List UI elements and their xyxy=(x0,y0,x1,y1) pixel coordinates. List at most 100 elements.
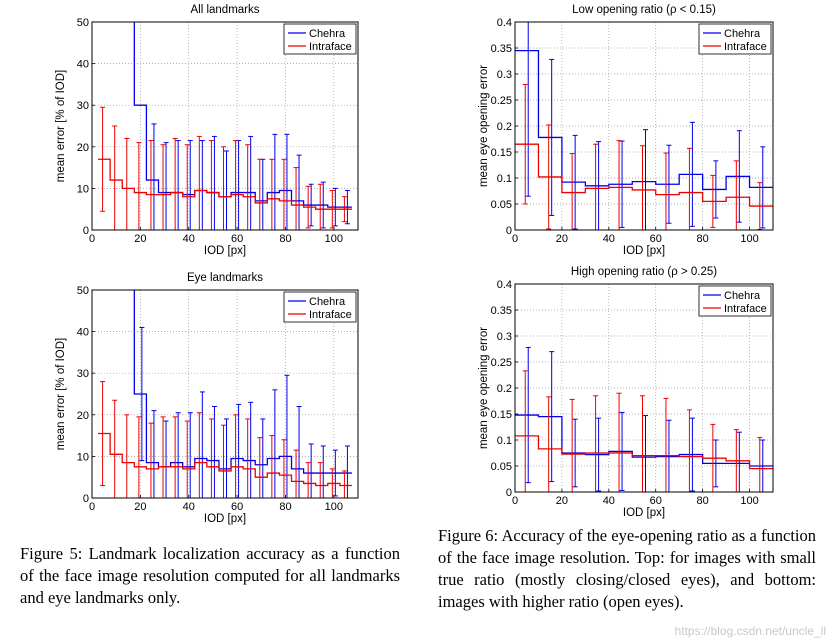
plot-series-group xyxy=(515,22,773,230)
x-tick-label: 20 xyxy=(556,233,568,245)
chart-low-opening-ratio: 0 20 40 60 80 100 0 0.05 0.1 0.15 0.2 0.25 0.3 0.35 0.… xyxy=(455,0,795,257)
x-tick-label: 0 xyxy=(89,501,95,513)
y-tick-label: 0.1 xyxy=(497,435,512,447)
chart-high-opening-ratio: 0 20 40 60 80 100 0 0.05 0.1 0.15 0.2 0.25 0.3 0.35 0.… xyxy=(455,262,795,522)
chart-svg: 0 20 40 60 80 100 0 0.05 0.1 0.15 0.2 0.25 0.3 0.35 0.… xyxy=(478,266,774,519)
legend-label: Intraface xyxy=(309,41,352,53)
x-tick-label: 0 xyxy=(512,233,518,245)
x-tick-label: 40 xyxy=(603,233,615,245)
x-axis-label: IOD [px] xyxy=(623,507,665,519)
y-axis-label: mean eye opening error xyxy=(478,327,490,449)
y-axis-label: mean error [% of IOD] xyxy=(55,338,67,450)
x-axis-label: IOD [px] xyxy=(204,245,246,257)
y-tick-label: 0.4 xyxy=(497,279,512,291)
chart-svg: 0 20 40 60 80 100 0 0.05 0.1 0.15 0.2 0.25 0.3 0.35 0.… xyxy=(478,4,774,257)
chart-title: All landmarks xyxy=(190,4,259,16)
y-tick-label: 0.25 xyxy=(491,95,512,107)
x-tick-label: 100 xyxy=(740,495,758,507)
y-tick-label: 10 xyxy=(77,451,89,463)
x-tick-label: 60 xyxy=(231,501,243,513)
y-tick-label: 30 xyxy=(77,100,89,112)
x-tick-label: 20 xyxy=(556,495,568,507)
x-tick-label: 80 xyxy=(279,233,291,245)
chart-svg: 0 20 40 60 80 100 0 10 20 30 40 50 Eye landmarks IOD … xyxy=(55,272,359,525)
plot-frame xyxy=(91,289,359,499)
x-tick-label: 100 xyxy=(325,233,343,245)
series-line-chehra xyxy=(133,290,352,474)
y-tick-label: 0 xyxy=(83,225,89,237)
y-tick-label: 0.35 xyxy=(491,43,512,55)
y-tick-label: 20 xyxy=(77,410,89,422)
watermark: https://blog.csdn.net/uncle_ll xyxy=(674,624,826,638)
legend-label: Intraface xyxy=(309,309,352,321)
y-tick-label: 0.05 xyxy=(491,461,512,473)
plot-series-group xyxy=(515,346,773,492)
series-line-chehra xyxy=(515,49,773,191)
y-tick-label: 40 xyxy=(77,327,89,339)
chart-eye-landmarks: 0 20 40 60 80 100 0 10 20 30 40 50 Eye landmarks IOD … xyxy=(30,268,370,528)
series-line-intraface xyxy=(98,158,352,210)
plot-area xyxy=(92,22,358,230)
y-tick-label: 0.25 xyxy=(491,357,512,369)
legend-box xyxy=(283,23,357,55)
x-axis-label: IOD [px] xyxy=(204,513,246,525)
y-tick-label: 0.35 xyxy=(491,305,512,317)
legend-label: Chehra xyxy=(309,28,346,40)
chart-title: Eye landmarks xyxy=(187,272,263,284)
y-tick-label: 0 xyxy=(506,225,512,237)
chart-all-landmarks: 0 20 40 60 80 100 0 10 20 30 40 50 All landmarks IOD … xyxy=(30,0,370,257)
y-tick-label: 0.1 xyxy=(497,173,512,185)
chart-svg: 0 20 40 60 80 100 0 10 20 30 40 50 All landmarks IOD … xyxy=(55,4,359,257)
y-tick-label: 0.2 xyxy=(497,121,512,133)
legend-label: Intraface xyxy=(724,303,767,315)
y-tick-label: 0 xyxy=(83,493,89,505)
x-tick-label: 60 xyxy=(650,495,662,507)
figure-5-caption: Figure 5: Landmark localization accuracy… xyxy=(20,544,400,607)
figure-6-caption: Figure 6: Accuracy of the eye-opening ra… xyxy=(438,526,816,611)
legend-label: Chehra xyxy=(724,290,761,302)
x-tick-label: 0 xyxy=(512,495,518,507)
y-tick-label: 40 xyxy=(77,59,89,71)
plot-series-group xyxy=(98,22,352,230)
plot-frame xyxy=(514,283,774,493)
x-tick-label: 40 xyxy=(183,233,195,245)
x-tick-label: 80 xyxy=(697,233,709,245)
x-tick-label: 40 xyxy=(183,501,195,513)
y-tick-label: 20 xyxy=(77,142,89,154)
plot-frame xyxy=(514,21,774,231)
y-tick-label: 0.3 xyxy=(497,69,512,81)
plot-series-group xyxy=(98,290,352,498)
y-tick-label: 50 xyxy=(77,285,89,297)
y-tick-label: 30 xyxy=(77,368,89,380)
x-tick-label: 60 xyxy=(231,233,243,245)
chart-title: Low opening ratio (ρ < 0.15) xyxy=(572,4,716,16)
legend-label: Chehra xyxy=(724,28,761,40)
plot-frame xyxy=(91,21,359,231)
y-tick-label: 0.3 xyxy=(497,331,512,343)
y-tick-label: 0.2 xyxy=(497,383,512,395)
y-tick-label: 0.15 xyxy=(491,409,512,421)
x-tick-label: 20 xyxy=(134,233,146,245)
y-tick-label: 0.05 xyxy=(491,199,512,211)
x-tick-label: 100 xyxy=(740,233,758,245)
legend-label: Intraface xyxy=(724,41,767,53)
y-tick-label: 50 xyxy=(77,17,89,29)
series-line-intraface xyxy=(98,432,352,487)
x-axis-label: IOD [px] xyxy=(623,245,665,257)
legend-label: Chehra xyxy=(309,296,346,308)
y-tick-label: 0 xyxy=(506,487,512,499)
chart-title: High opening ratio (ρ > 0.25) xyxy=(571,266,717,278)
x-tick-label: 80 xyxy=(697,495,709,507)
y-tick-label: 0.4 xyxy=(497,17,512,29)
x-tick-label: 80 xyxy=(279,501,291,513)
legend-box xyxy=(698,23,772,55)
legend-box xyxy=(283,291,357,323)
y-tick-label: 0.15 xyxy=(491,147,512,159)
x-tick-label: 20 xyxy=(134,501,146,513)
series-line-intraface xyxy=(515,143,773,207)
y-axis-label: mean eye opening error xyxy=(478,65,490,187)
x-tick-label: 60 xyxy=(650,233,662,245)
x-tick-label: 40 xyxy=(603,495,615,507)
series-line-chehra xyxy=(515,414,773,467)
x-tick-label: 0 xyxy=(89,233,95,245)
